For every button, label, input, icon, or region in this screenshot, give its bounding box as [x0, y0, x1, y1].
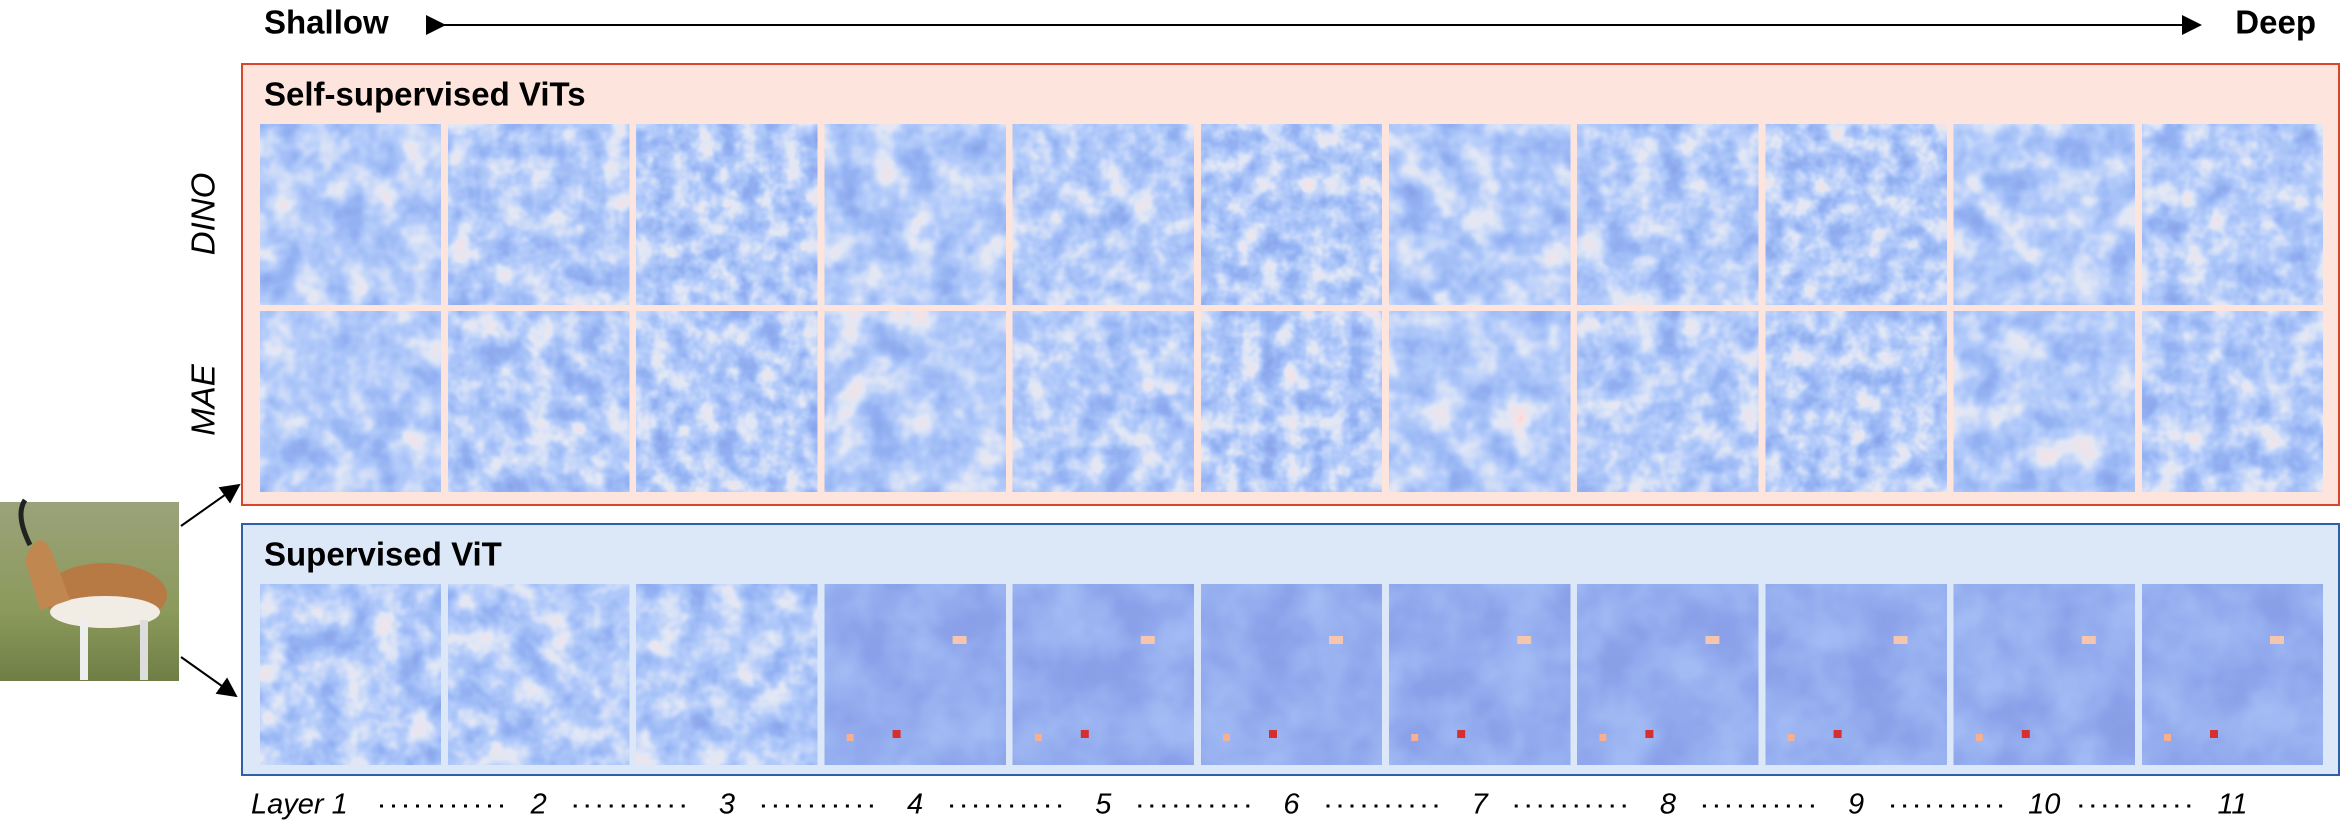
- layer-label: 9: [1848, 789, 1864, 821]
- layer-label: 3: [719, 789, 735, 821]
- attention-map: [824, 584, 1006, 765]
- attention-map: [260, 124, 441, 305]
- attention-map: [1201, 311, 1382, 492]
- hot-patch: [1645, 730, 1654, 738]
- attention-map: [1577, 124, 1759, 305]
- hot-patch: [1787, 734, 1795, 741]
- hot-patch: [1034, 734, 1042, 741]
- attention-map: [1577, 584, 1759, 765]
- shallow-label: Shallow: [264, 4, 389, 41]
- attention-map: [1012, 584, 1194, 765]
- attention-map: [1953, 584, 2135, 765]
- arrow: [180, 483, 241, 527]
- hot-patch: [892, 730, 901, 738]
- hot-patch: [1705, 636, 1720, 644]
- layer-label: 7: [1472, 789, 1490, 821]
- attention-map: [260, 311, 441, 492]
- attention-map: [260, 584, 441, 765]
- arrow: [180, 656, 238, 698]
- hot-patch: [1223, 734, 1230, 741]
- hot-patch: [952, 636, 967, 644]
- attention-map: [1201, 124, 1382, 305]
- attention-map: [1201, 584, 1382, 765]
- hot-patch: [1140, 636, 1155, 644]
- hot-patch: [846, 734, 854, 741]
- hot-patch: [1517, 636, 1532, 644]
- attention-map: [1765, 584, 1947, 765]
- attention-map: [636, 124, 818, 305]
- attention-map: [636, 584, 818, 765]
- layer-label: 2: [530, 789, 547, 821]
- hot-patch: [1975, 734, 1983, 741]
- layer-label: 6: [1283, 789, 1300, 821]
- layer-label: 10: [2028, 789, 2060, 821]
- layer-label: 8: [1660, 789, 1676, 821]
- row-label: DINO: [185, 173, 222, 256]
- hot-patch: [2210, 730, 2218, 738]
- hot-patch: [2081, 636, 2096, 644]
- attention-map: [2142, 311, 2323, 492]
- layer-label: 11: [2217, 789, 2247, 821]
- attention-map: [1012, 311, 1194, 492]
- attention-map: [636, 311, 818, 492]
- hot-patch: [1269, 730, 1277, 738]
- panel-title: Supervised ViT: [264, 536, 502, 573]
- attention-map: [1577, 311, 1759, 492]
- deep-label: Deep: [2235, 4, 2316, 41]
- attention-map: [1389, 311, 1571, 492]
- attention-map: [448, 311, 630, 492]
- hot-patch: [1893, 636, 1908, 644]
- attention-map: [1953, 311, 2135, 492]
- layer-label: Layer 1: [251, 789, 348, 821]
- attention-map: [1012, 124, 1194, 305]
- layer-label: 4: [907, 789, 923, 821]
- panel-title: Self-supervised ViTs: [264, 76, 586, 113]
- attention-map: [2142, 584, 2323, 765]
- attention-map: [2142, 124, 2323, 305]
- hot-patch: [1329, 636, 1343, 644]
- attention-map: [824, 124, 1006, 305]
- attention-map: [1765, 124, 1947, 305]
- hot-patch: [1411, 734, 1419, 741]
- hot-patch: [1457, 730, 1466, 738]
- attention-map: [1953, 124, 2135, 305]
- attention-map: [1765, 311, 1947, 492]
- input-image: [0, 498, 179, 681]
- attention-map: [448, 584, 630, 765]
- attention-map: [1389, 584, 1571, 765]
- layer-label: 5: [1095, 789, 1112, 821]
- hot-patch: [2270, 636, 2284, 644]
- row-label: MAE: [185, 363, 222, 436]
- attention-map: [1389, 124, 1571, 305]
- hot-patch: [1080, 730, 1089, 738]
- hot-patch: [1833, 730, 1842, 738]
- hot-patch: [2021, 730, 2030, 738]
- attention-map: [824, 311, 1006, 492]
- attention-map: [448, 124, 630, 305]
- hot-patch: [2164, 734, 2171, 741]
- hot-patch: [1599, 734, 1607, 741]
